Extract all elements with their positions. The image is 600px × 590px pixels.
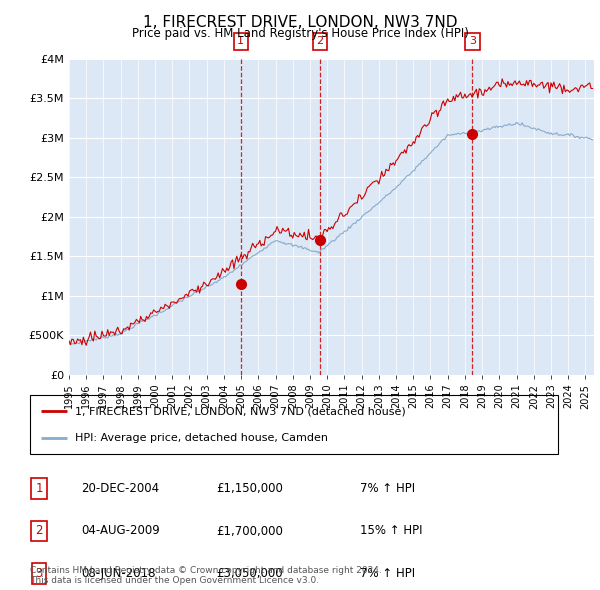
Text: 7% ↑ HPI: 7% ↑ HPI	[360, 482, 415, 495]
Text: 1: 1	[35, 482, 43, 495]
Text: 1: 1	[237, 37, 244, 46]
Text: HPI: Average price, detached house, Camden: HPI: Average price, detached house, Camd…	[75, 434, 328, 443]
Text: 7% ↑ HPI: 7% ↑ HPI	[360, 567, 415, 580]
Text: Contains HM Land Registry data © Crown copyright and database right 2024.
This d: Contains HM Land Registry data © Crown c…	[30, 566, 382, 585]
Text: 1, FIRECREST DRIVE, LONDON, NW3 7ND: 1, FIRECREST DRIVE, LONDON, NW3 7ND	[143, 15, 457, 30]
Text: 3: 3	[35, 567, 43, 580]
Text: 04-AUG-2009: 04-AUG-2009	[81, 525, 160, 537]
Text: 2: 2	[316, 37, 323, 46]
Text: 08-JUN-2018: 08-JUN-2018	[81, 567, 155, 580]
Text: £1,150,000: £1,150,000	[216, 482, 283, 495]
Text: 1, FIRECREST DRIVE, LONDON, NW3 7ND (detached house): 1, FIRECREST DRIVE, LONDON, NW3 7ND (det…	[75, 407, 406, 416]
Text: £1,700,000: £1,700,000	[216, 525, 283, 537]
Text: 20-DEC-2004: 20-DEC-2004	[81, 482, 159, 495]
Text: £3,050,000: £3,050,000	[216, 567, 283, 580]
Text: 2: 2	[35, 525, 43, 537]
Text: Price paid vs. HM Land Registry's House Price Index (HPI): Price paid vs. HM Land Registry's House …	[131, 27, 469, 40]
Text: 15% ↑ HPI: 15% ↑ HPI	[360, 525, 422, 537]
Text: 3: 3	[469, 37, 476, 46]
